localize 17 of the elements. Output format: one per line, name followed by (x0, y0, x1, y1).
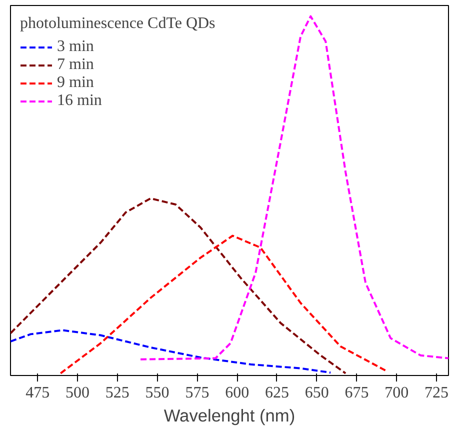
x-tick-label: 575 (185, 384, 210, 402)
x-axis-title: Wavelenght (nm) (164, 406, 296, 426)
legend-label: 7 min (57, 56, 94, 74)
x-tick-label: 500 (66, 384, 90, 402)
x-tick-label: 550 (145, 384, 170, 402)
x-tick-label: 675 (344, 384, 369, 402)
x-tick-label: 475 (26, 384, 50, 402)
legend-label: 9 min (57, 74, 94, 92)
x-tick-label: 525 (105, 384, 130, 402)
legend-title: photoluminescence CdTe QDs (20, 15, 216, 33)
x-tick-label: 600 (225, 384, 250, 402)
legend-label: 16 min (57, 92, 102, 110)
x-tick-label: 650 (304, 384, 329, 402)
x-tick-label: 700 (384, 384, 409, 402)
x-tick-label: 625 (264, 384, 289, 402)
x-tick-label: 725 (424, 384, 449, 402)
legend-label: 3 min (57, 38, 94, 56)
